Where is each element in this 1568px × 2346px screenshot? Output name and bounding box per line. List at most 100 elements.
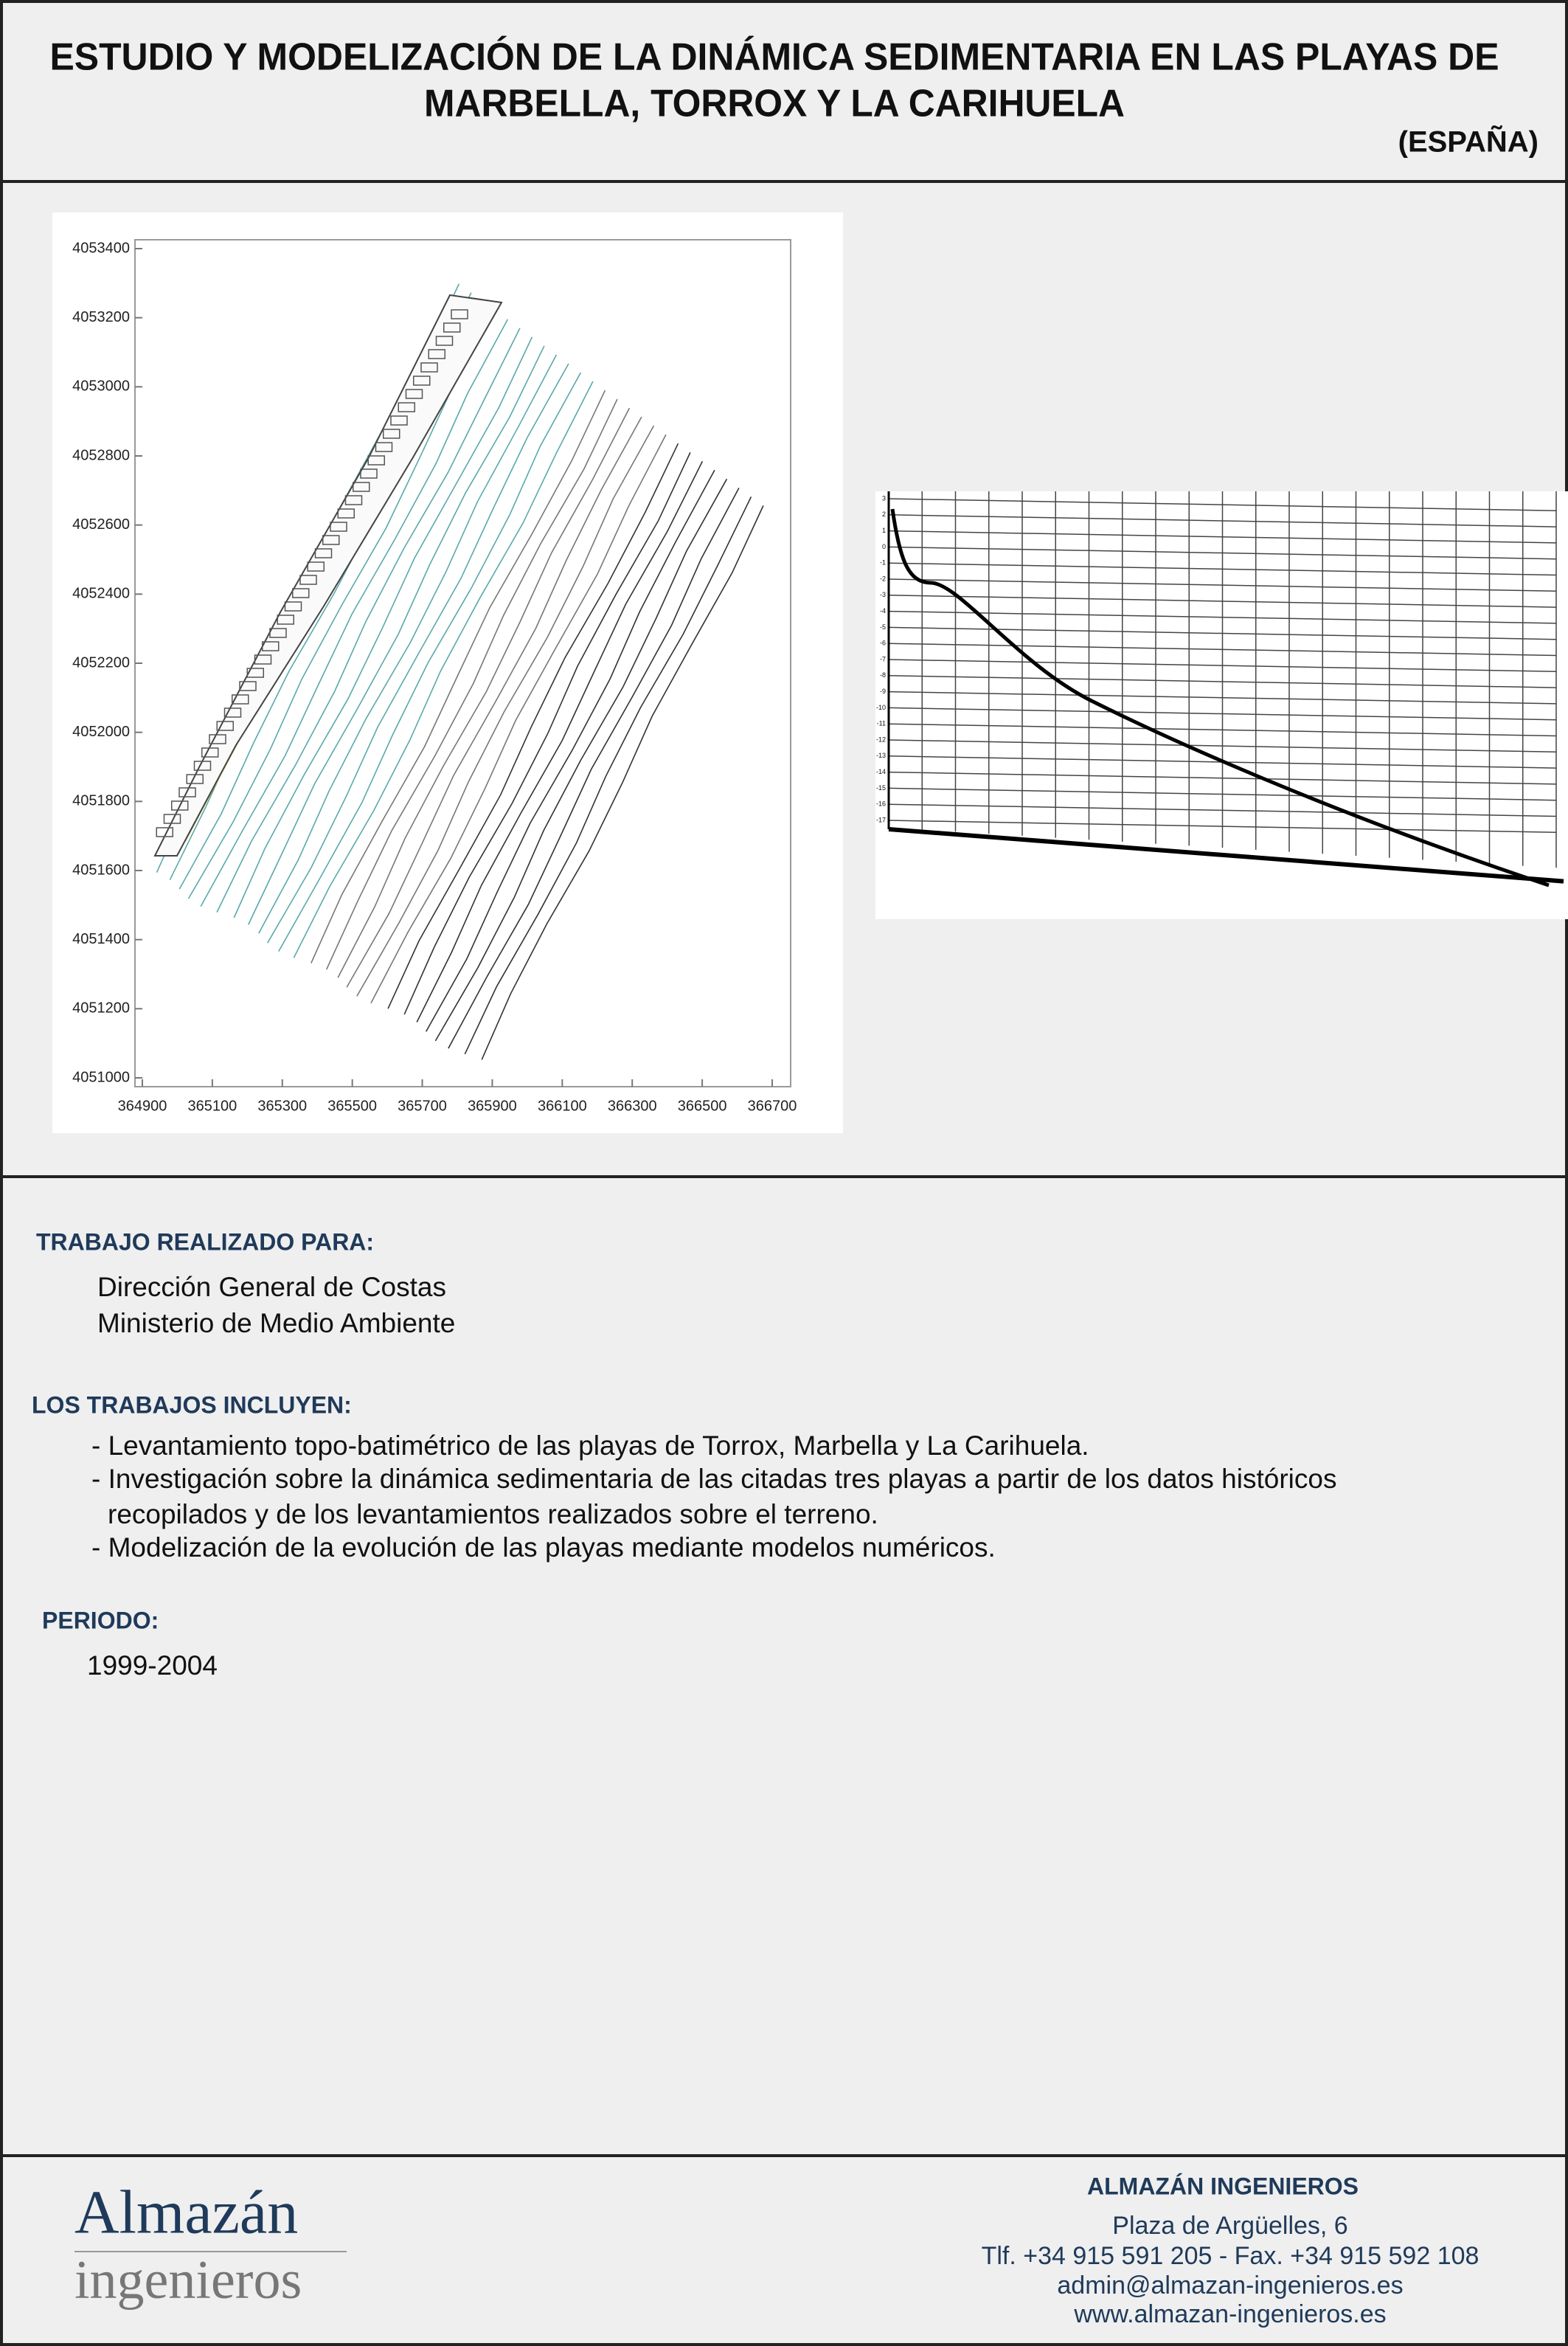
building <box>451 309 468 319</box>
x-tick-label: 365300 <box>257 1098 307 1114</box>
y-tick-label: 0 <box>882 543 886 550</box>
company: ALMAZÁN INGENIEROS <box>1087 2173 1359 2199</box>
building <box>163 814 181 824</box>
client-line: Dirección General de Costas <box>97 1272 446 1302</box>
building <box>232 694 249 705</box>
y-tick-label: -6 <box>880 640 886 647</box>
y-tick-label: -5 <box>880 623 886 631</box>
title: ESTUDIO Y MODELIZACIÓN DE LA DINÁMICA SE… <box>50 36 1499 79</box>
x-tick-label: 365700 <box>398 1098 447 1114</box>
building <box>322 535 340 545</box>
contour <box>370 434 667 1004</box>
contour <box>416 460 704 1023</box>
profile-axis <box>888 827 1564 884</box>
work-item: - Investigación sobre la dinámica sedime… <box>91 1464 1336 1494</box>
contour <box>346 416 642 988</box>
y-tick-label: -12 <box>876 736 886 743</box>
map: 364900 365100 365300 365500 365700 365900 3661… <box>72 239 797 1114</box>
section-heading: LOS TRABAJOS INCLUYEN: <box>32 1391 352 1418</box>
y-tick-label: 4053400 <box>72 240 130 256</box>
work-item: recopilados y de los levantamientos real… <box>108 1499 878 1529</box>
contour <box>464 496 752 1055</box>
building <box>337 508 355 519</box>
building <box>193 761 212 771</box>
title: MARBELLA, TORROX Y LA CARIHUELA <box>424 83 1125 125</box>
building <box>435 336 454 346</box>
logo-top: Almazán <box>74 2178 298 2246</box>
building <box>239 681 257 691</box>
y-tick-label: 4051200 <box>72 1000 130 1017</box>
contact: Plaza de Argüelles, 6 <box>1112 2212 1347 2240</box>
y-tick-label: -7 <box>880 655 886 662</box>
building <box>428 349 445 359</box>
building <box>413 376 431 386</box>
y-tick-label: 4051800 <box>72 793 130 809</box>
y-tick-label: 4051400 <box>72 931 130 947</box>
contour <box>481 505 764 1060</box>
x-tick-label: 366500 <box>678 1098 727 1114</box>
building <box>330 522 347 532</box>
logo-bottom: ingenieros <box>74 2250 302 2311</box>
building <box>383 429 400 439</box>
building <box>284 601 302 612</box>
y-tick-label: 4052400 <box>72 586 130 602</box>
contour <box>434 478 728 1042</box>
y-tick-label: 4052600 <box>72 516 130 533</box>
building <box>443 322 461 333</box>
building <box>201 747 219 758</box>
contour <box>403 451 691 1015</box>
building <box>269 628 287 638</box>
profile-panel <box>875 491 1568 919</box>
building <box>246 668 264 678</box>
x-tick-label: 365900 <box>468 1098 517 1114</box>
y-tick-label: -16 <box>876 800 886 808</box>
contour <box>248 345 545 925</box>
contour <box>448 487 740 1049</box>
building <box>344 495 363 505</box>
section-heading: PERIODO: <box>42 1607 159 1633</box>
contour <box>325 398 618 970</box>
x-tick-label: 366100 <box>538 1098 587 1114</box>
contour <box>278 372 582 952</box>
building <box>375 442 393 452</box>
y-tick-label: -3 <box>880 591 886 598</box>
profile-curve <box>890 508 1550 887</box>
building <box>360 468 378 479</box>
x-tick-label: 366700 <box>748 1098 797 1114</box>
building <box>390 415 408 426</box>
y-tick-label: 4053200 <box>72 309 130 325</box>
period-value: 1999-2004 <box>87 1650 218 1681</box>
y-tick-label: -11 <box>877 720 886 727</box>
y-tick-label: 4051600 <box>72 862 130 878</box>
building <box>405 389 423 399</box>
x-tick-label: 364900 <box>118 1098 167 1114</box>
building <box>314 548 333 558</box>
contact: Tlf. +34 915 591 205 - Fax. +34 915 592 … <box>982 2242 1479 2270</box>
building <box>209 734 226 744</box>
building <box>292 588 310 598</box>
contour <box>187 310 496 899</box>
y-tick-label: -8 <box>880 671 886 679</box>
y-tick-label: 4051000 <box>72 1069 130 1085</box>
y-tick-label: 3 <box>882 494 886 502</box>
building <box>277 615 294 625</box>
building <box>353 482 370 492</box>
y-tick-label: -13 <box>876 752 886 759</box>
building <box>398 402 415 412</box>
contour <box>311 390 606 963</box>
section-heading: TRABAJO REALIZADO PARA: <box>36 1228 374 1255</box>
building <box>254 654 272 665</box>
contour <box>233 336 533 918</box>
building <box>307 561 325 572</box>
work-item: - Levantamiento topo-batimétrico de las … <box>91 1430 1089 1461</box>
x-tick-label: 365500 <box>327 1098 377 1114</box>
building <box>178 787 196 797</box>
contact: admin@almazan-ingenieros.es <box>1057 2271 1403 2300</box>
contour <box>267 363 569 944</box>
urban-area <box>153 294 503 857</box>
contour <box>425 469 715 1032</box>
building <box>262 641 280 651</box>
y-tick-label: -14 <box>876 768 886 775</box>
y-tick-label: -10 <box>876 704 886 711</box>
